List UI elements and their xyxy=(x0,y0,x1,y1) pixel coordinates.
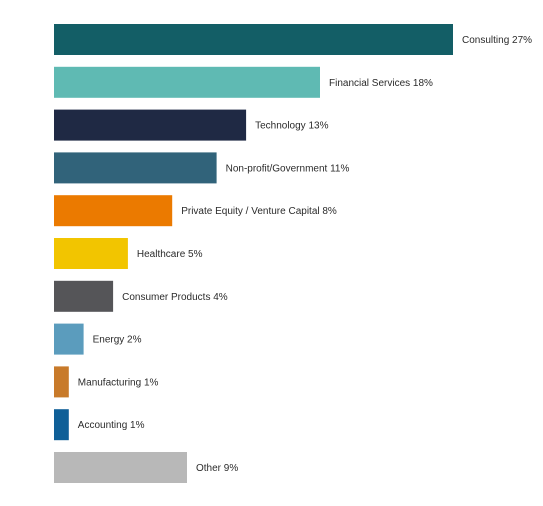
bar-label-healthcare: Healthcare 5% xyxy=(137,249,203,260)
bar-label-financial-services: Financial Services 18% xyxy=(329,78,433,89)
bar-label-non-profit-government: Non-profit/Government 11% xyxy=(226,163,350,174)
bar-label-accounting: Accounting 1% xyxy=(78,420,145,431)
bar-other xyxy=(54,452,187,483)
bar-label-manufacturing: Manufacturing 1% xyxy=(78,377,159,388)
bar-financial-services xyxy=(54,66,320,98)
bar-label-private-equity-venture-capital: Private Equity / Venture Capital 8% xyxy=(181,206,337,217)
bar-private-equity-venture-capital xyxy=(54,195,173,227)
bar-non-profit-government xyxy=(54,152,217,184)
bar-technology xyxy=(54,109,247,141)
bar-consumer-products xyxy=(54,280,114,312)
bar-label-consumer-products: Consumer Products 4% xyxy=(122,292,228,303)
bar-accounting xyxy=(54,409,69,441)
bar-energy xyxy=(54,323,84,355)
bar-label-other: Other 9% xyxy=(196,463,238,474)
bar-healthcare xyxy=(54,238,128,269)
bar-label-technology: Technology 13% xyxy=(255,121,328,132)
bar-manufacturing xyxy=(54,366,69,398)
bar-labels-group: Consulting 27% Financial Services 18% Tech… xyxy=(78,35,532,474)
bar-label-energy: Energy 2% xyxy=(93,335,142,346)
bar-consulting xyxy=(54,24,453,55)
bar-label-consulting: Consulting 27% xyxy=(462,35,532,46)
bars-group xyxy=(54,24,453,483)
